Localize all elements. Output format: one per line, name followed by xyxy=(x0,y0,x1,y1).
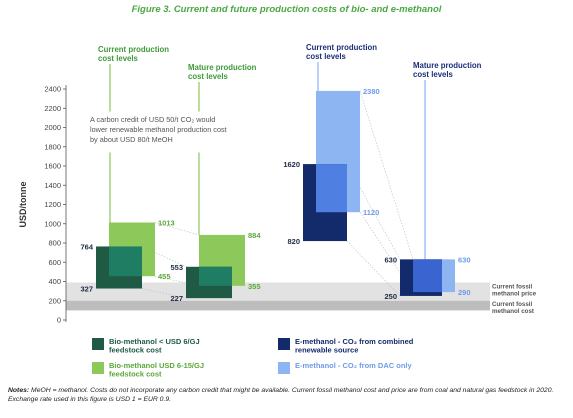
y-tick-label: 2200 xyxy=(44,104,61,113)
fossil-band-price xyxy=(66,282,490,301)
header-bio-mature: Mature production cost levels xyxy=(188,63,257,81)
y-tick-label: 600 xyxy=(48,258,61,267)
y-tick-label: 800 xyxy=(48,239,61,248)
y-tick-label: 1600 xyxy=(44,162,61,171)
bar-high-label: 1620 xyxy=(283,160,300,169)
bar-low-label: 290 xyxy=(458,288,471,297)
fossil-band-label: Current fossil methanol cost xyxy=(492,301,534,315)
connector-line xyxy=(141,246,187,268)
fossil-band-cost xyxy=(66,300,490,311)
y-tick-label: 1000 xyxy=(44,219,61,228)
bar-overlap xyxy=(316,164,347,213)
connector-line xyxy=(359,90,414,260)
y-tick-label: 1200 xyxy=(44,200,61,209)
notes-label: Notes: xyxy=(8,387,30,394)
y-tick-label: 2400 xyxy=(44,85,61,94)
annotation-text: A carbon credit of USD 50/t CO₂ would low… xyxy=(90,115,227,144)
bar-high-label: 1013 xyxy=(158,218,175,227)
connector-line xyxy=(359,212,414,293)
y-tick-label: 0 xyxy=(57,316,61,325)
bar-high-label: 764 xyxy=(80,242,93,251)
legend-label: Bio-methanol < USD 6/GJ feedstock cost xyxy=(109,337,200,355)
cost-chart: Current fossil methanol price Current foss… xyxy=(18,43,537,379)
annotation-box xyxy=(85,111,293,153)
bar-overlap xyxy=(413,259,442,293)
bar-low-label: 820 xyxy=(287,237,300,246)
figure-title: Figure 3. Current and future production … xyxy=(131,4,442,15)
bar-high-label: 2380 xyxy=(363,87,380,96)
connector-line xyxy=(346,240,401,297)
bar-overlap xyxy=(199,266,232,286)
bar-low-label: 250 xyxy=(384,292,397,301)
bar-low-label: 227 xyxy=(170,294,183,303)
legend-swatch xyxy=(278,338,290,350)
bar-high-label: 630 xyxy=(384,255,397,264)
bar-low-label: 327 xyxy=(80,285,93,294)
y-tick-label: 2000 xyxy=(44,123,61,132)
legend-label: E-methanol - CO₂ from combined renewable … xyxy=(295,337,414,355)
bar-high-label: 884 xyxy=(248,231,261,240)
y-axis-label: USD/tonne xyxy=(18,182,28,228)
y-tick-label: 400 xyxy=(48,277,61,286)
notes: Notes: MeOH = methanol. Costs do not inc… xyxy=(8,386,568,404)
bar-overlap xyxy=(109,246,142,277)
legend-label: Bio-methanol USD 6-15/GJ feedstock cost xyxy=(109,361,204,379)
y-tick-label: 200 xyxy=(48,296,61,305)
fossil-band-label: Current fossil methanol price xyxy=(492,283,537,297)
legend-swatch xyxy=(278,362,290,374)
legend-swatch xyxy=(92,362,104,374)
legend-label: E-methanol - CO₂ from DAC only xyxy=(295,361,412,370)
bar-low-label: 455 xyxy=(158,272,171,281)
legend-swatch xyxy=(92,338,104,350)
bar-high-label: 630 xyxy=(458,255,471,264)
y-tick-label: 1400 xyxy=(44,181,61,190)
y-tick-label: 1800 xyxy=(44,142,61,151)
bar-low-label: 1120 xyxy=(363,208,379,217)
bar-low-label: 355 xyxy=(248,282,261,291)
notes-text: MeOH = methanol. Costs do not incorporat… xyxy=(8,387,554,403)
bar-high-label: 553 xyxy=(170,263,183,272)
header-e-current: Current production cost levels xyxy=(306,43,377,61)
header-bio-current: Current production cost levels xyxy=(98,45,169,63)
header-e-mature: Mature production cost levels xyxy=(413,61,482,79)
